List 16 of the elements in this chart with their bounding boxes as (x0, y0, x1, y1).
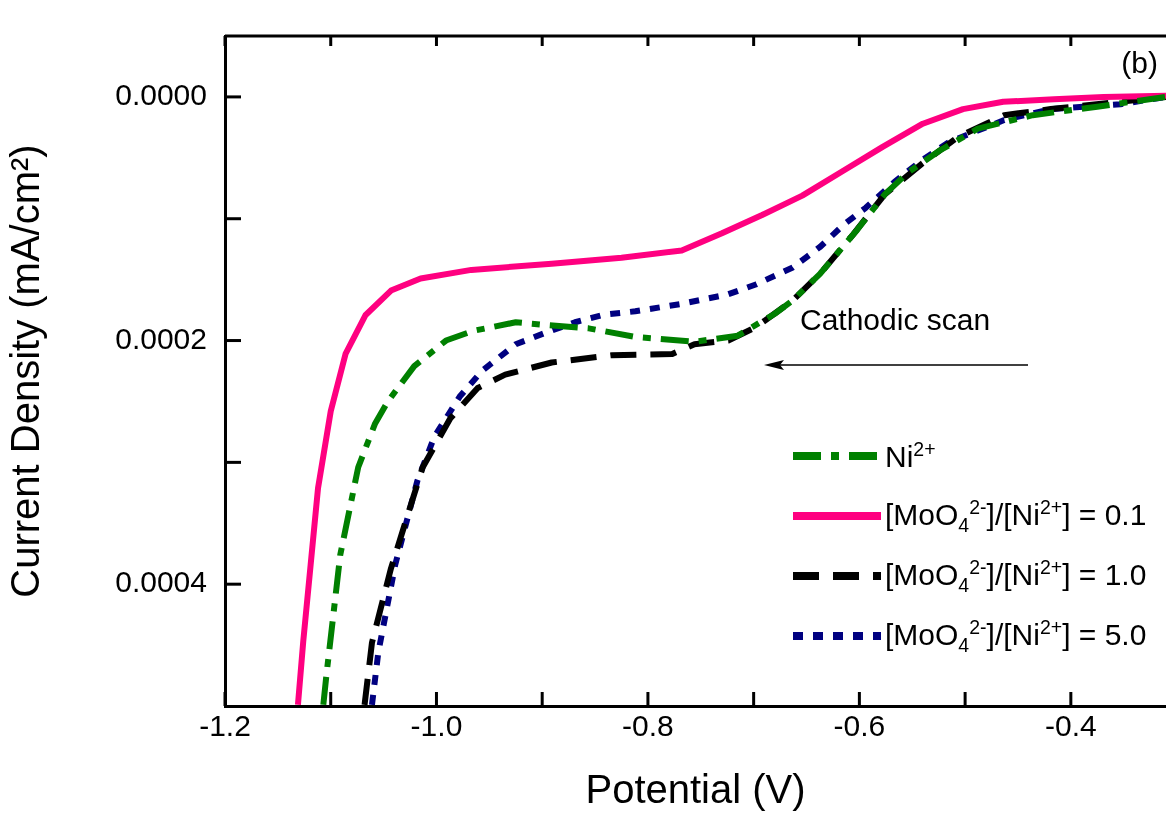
x-tick-label: -0.8 (622, 709, 674, 743)
y-axis-title: Current Density (mA/cm²) (3, 144, 48, 598)
x-axis-title: Potential (V) (585, 767, 806, 812)
legend-label: [MoO$_{4}$$^{2-}$]/[Ni$^{2+}$] = 0.1 (885, 495, 1147, 537)
legend-label: [MoO$_{4}$$^{2-}$]/[Ni$^{2+}$] = 5.0 (885, 615, 1147, 657)
annotation: Cathodic scan (800, 303, 991, 337)
legend-label: Ni$^{2+}$ (885, 438, 936, 474)
y-tick-label: 0.0000 (115, 78, 207, 112)
x-tick-label: -1.0 (410, 709, 463, 743)
x-tick-label: -0.6 (833, 709, 886, 743)
y-tick-label: 0.0002 (115, 321, 207, 355)
annotation: (b) (1121, 46, 1158, 80)
x-tick-label: -0.4 (1044, 709, 1097, 743)
x-tick-label: -1.2 (199, 709, 251, 743)
y-tick-label: 0.0004 (115, 565, 207, 599)
legend-label: [MoO$_{4}$$^{2-}$]/[Ni$^{2+}$] = 1.0 (885, 555, 1147, 597)
